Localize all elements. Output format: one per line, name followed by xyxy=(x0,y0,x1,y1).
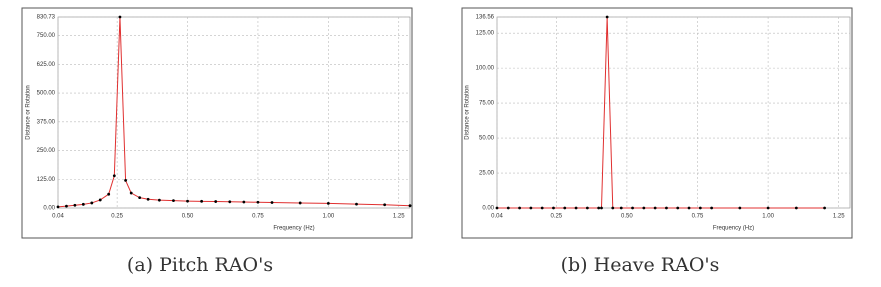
y-tick-label: 830.73 xyxy=(37,15,56,21)
y-tick-label: 50.00 xyxy=(479,136,495,142)
data-point xyxy=(600,206,603,210)
data-point xyxy=(146,197,150,201)
data-point xyxy=(506,206,510,210)
caption: (b) Heave RAO's xyxy=(561,254,720,276)
data-point xyxy=(823,206,826,210)
data-point xyxy=(585,206,589,210)
data-point xyxy=(157,198,161,202)
data-point xyxy=(98,198,102,202)
y-axis-title: Distance or Rotation xyxy=(465,85,471,139)
x-tick-label: 0.50 xyxy=(182,214,194,220)
x-tick-label: 0.50 xyxy=(621,214,633,220)
data-point xyxy=(214,200,218,203)
data-point xyxy=(73,203,77,207)
data-point xyxy=(540,206,544,210)
data-point xyxy=(90,201,94,205)
data-point xyxy=(574,206,578,210)
data-point xyxy=(597,206,601,210)
data-point xyxy=(118,15,122,19)
x-tick-label: 1.25 xyxy=(393,214,405,220)
data-point xyxy=(326,202,330,205)
data-point xyxy=(518,206,521,210)
data-point xyxy=(698,206,702,210)
data-point xyxy=(200,199,204,203)
data-point xyxy=(124,179,127,182)
data-point xyxy=(81,202,85,206)
x-tick-label: 0.75 xyxy=(252,214,264,220)
y-tick-label: 125.00 xyxy=(476,31,495,37)
y-tick-label: 500.00 xyxy=(37,91,56,97)
data-point xyxy=(228,200,232,204)
y-tick-label: 0.00 xyxy=(43,206,55,212)
data-point xyxy=(65,204,68,208)
data-point xyxy=(563,206,567,210)
x-axis-title: Frequency (Hz) xyxy=(713,226,754,232)
x-tick-label: 0.75 xyxy=(692,214,704,220)
y-tick-label: 100.00 xyxy=(476,66,495,72)
y-tick-label: 136.56 xyxy=(476,15,495,21)
data-point xyxy=(298,201,302,205)
data-point xyxy=(766,206,770,210)
data-point xyxy=(138,196,142,200)
data-point xyxy=(642,206,646,210)
data-line xyxy=(497,16,825,209)
panel-frame xyxy=(21,7,413,239)
data-point xyxy=(710,206,714,210)
data-point xyxy=(186,199,189,203)
data-point xyxy=(665,206,668,210)
x-tick-label: 0.04 xyxy=(491,214,503,220)
x-tick-label: 0.25 xyxy=(111,214,123,220)
data-point xyxy=(552,206,555,210)
data-point xyxy=(172,199,175,203)
data-point xyxy=(256,200,260,204)
data-point xyxy=(738,206,742,210)
y-tick-label: 250.00 xyxy=(37,148,56,154)
y-tick-label: 125.00 xyxy=(37,177,56,183)
data-point xyxy=(408,204,412,208)
y-tick-label: 625.00 xyxy=(37,62,56,68)
data-point xyxy=(794,206,798,210)
data-point xyxy=(112,174,116,178)
data-point xyxy=(129,191,133,195)
panel-frame xyxy=(461,7,853,239)
plot-area xyxy=(496,16,851,209)
x-tick-label: 0.04 xyxy=(52,214,64,220)
data-point xyxy=(355,202,358,206)
data-point xyxy=(107,192,111,196)
data-point xyxy=(611,206,615,210)
y-tick-label: 0.00 xyxy=(482,206,494,212)
data-point xyxy=(605,15,609,19)
y-axis-title: Distance or Rotation xyxy=(26,85,32,139)
data-point xyxy=(242,200,246,204)
data-point xyxy=(383,203,387,207)
data-point xyxy=(687,206,691,210)
data-point xyxy=(495,206,499,210)
y-tick-label: 25.00 xyxy=(479,171,495,177)
data-point xyxy=(619,206,623,210)
y-tick-label: 75.00 xyxy=(479,101,495,107)
data-point xyxy=(270,201,274,204)
x-tick-label: 1.00 xyxy=(762,214,774,220)
data-point xyxy=(529,206,533,210)
x-tick-label: 1.00 xyxy=(322,214,334,220)
x-tick-label: 1.25 xyxy=(833,214,845,220)
data-point xyxy=(676,206,680,210)
x-axis-title: Frequency (Hz) xyxy=(273,226,314,232)
y-tick-label: 375.00 xyxy=(37,119,56,125)
data-point xyxy=(631,206,634,210)
caption: (a) Pitch RAO's xyxy=(127,254,273,276)
x-tick-label: 0.25 xyxy=(550,214,562,220)
y-tick-label: 750.00 xyxy=(37,33,56,39)
data-point xyxy=(56,205,60,209)
data-point xyxy=(653,206,657,210)
